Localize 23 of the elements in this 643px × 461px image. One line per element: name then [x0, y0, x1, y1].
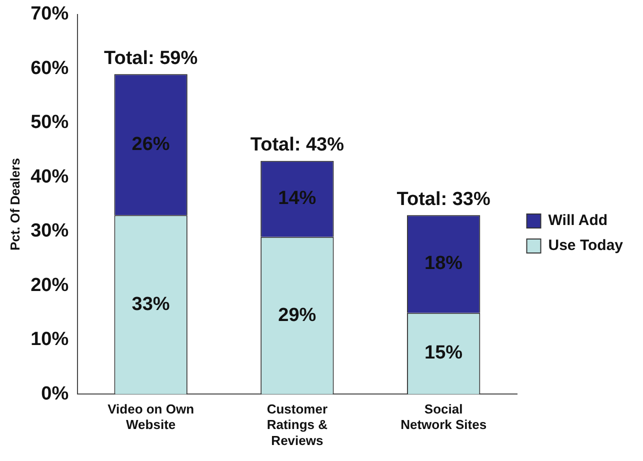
y-tick-label: 40%	[30, 166, 69, 188]
total-label: Total: 43%	[250, 134, 344, 156]
data-label: 14%	[278, 188, 316, 210]
y-tick-label: 0%	[41, 383, 69, 404]
data-label: 18%	[424, 253, 463, 274]
total-label: Total: 33%	[396, 188, 490, 210]
y-tick-label: 50%	[30, 112, 69, 134]
y-tick-label: 10%	[30, 329, 69, 350]
y-tick-label: 70%	[30, 4, 69, 25]
data-label: 33%	[132, 294, 170, 315]
data-label: 15%	[424, 342, 463, 364]
y-tick-label: 60%	[30, 58, 69, 79]
data-label: 26%	[132, 134, 170, 155]
legend-label: Use Today	[548, 237, 624, 254]
x-tick-label: Customer Ratings & Reviews	[266, 402, 328, 448]
x-tick-label: Social Network Sites	[400, 402, 487, 432]
y-tick-label: 20%	[30, 274, 69, 296]
y-axis-title: Pct. Of Dealers	[7, 158, 22, 251]
x-tick-label: Video on Own Website	[108, 402, 194, 432]
data-label: 29%	[278, 304, 316, 326]
total-label: Total: 59%	[104, 48, 198, 69]
legend-label: Will Add	[548, 212, 608, 230]
y-tick-label: 30%	[30, 220, 69, 242]
